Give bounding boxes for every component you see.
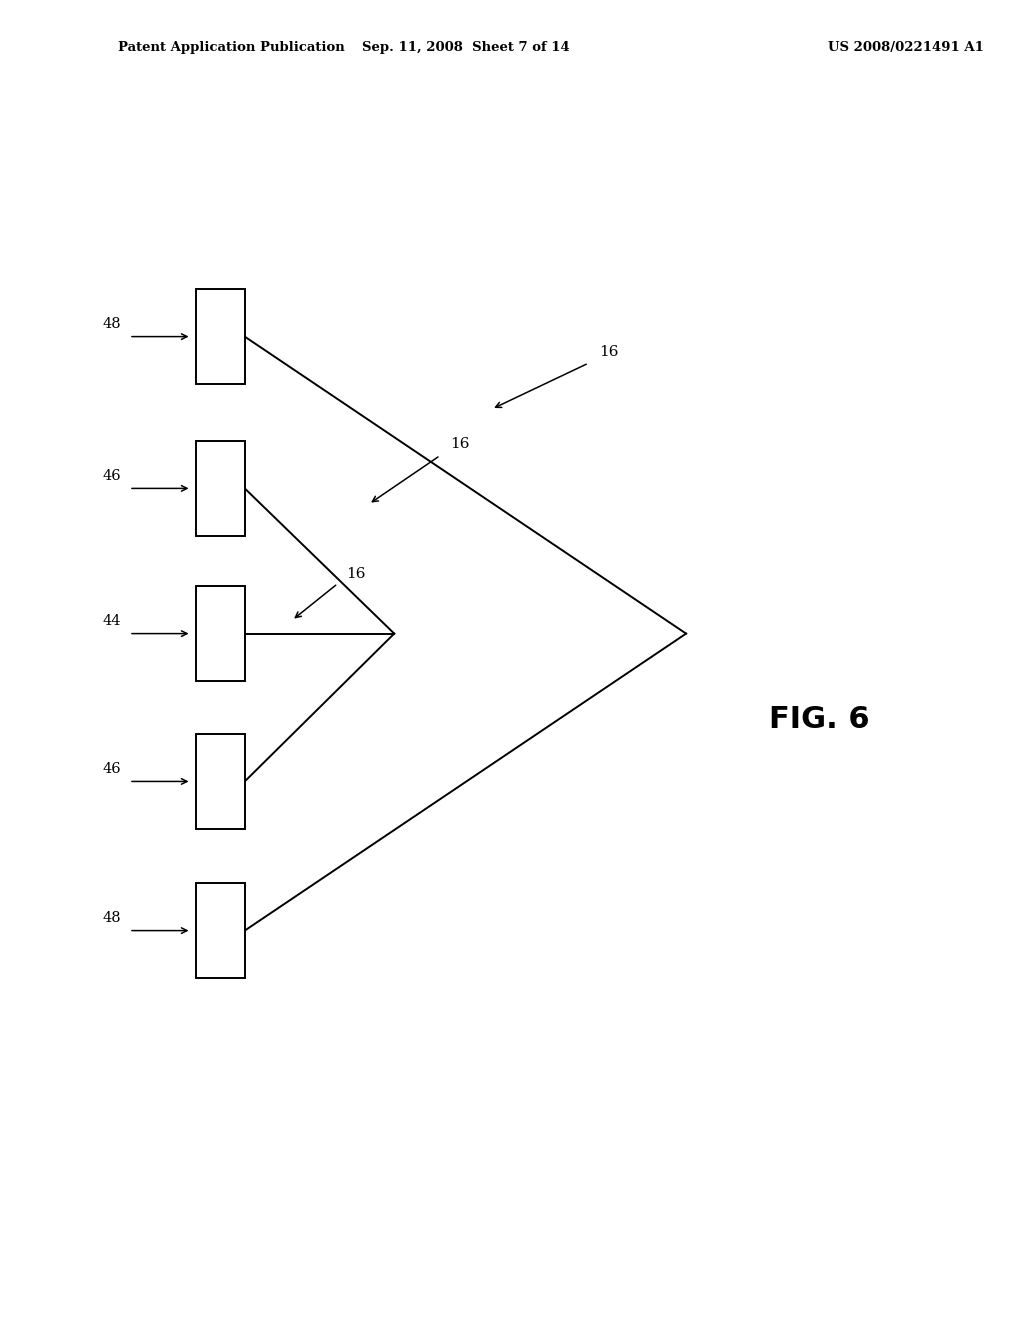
Bar (196, 734, 245, 829)
Text: US 2008/0221491 A1: US 2008/0221491 A1 (828, 41, 984, 54)
Text: 16: 16 (451, 437, 470, 451)
Text: 48: 48 (102, 317, 121, 331)
Text: 16: 16 (346, 566, 366, 581)
Text: Sep. 11, 2008  Sheet 7 of 14: Sep. 11, 2008 Sheet 7 of 14 (362, 41, 569, 54)
Text: 48: 48 (102, 911, 121, 925)
Bar (196, 883, 245, 978)
Text: Patent Application Publication: Patent Application Publication (118, 41, 344, 54)
Text: 44: 44 (102, 614, 121, 628)
Text: FIG. 6: FIG. 6 (769, 705, 869, 734)
Text: 46: 46 (102, 762, 121, 776)
Text: 46: 46 (102, 469, 121, 483)
Bar (196, 586, 245, 681)
Bar (196, 289, 245, 384)
Text: 16: 16 (599, 345, 618, 359)
Bar (196, 441, 245, 536)
